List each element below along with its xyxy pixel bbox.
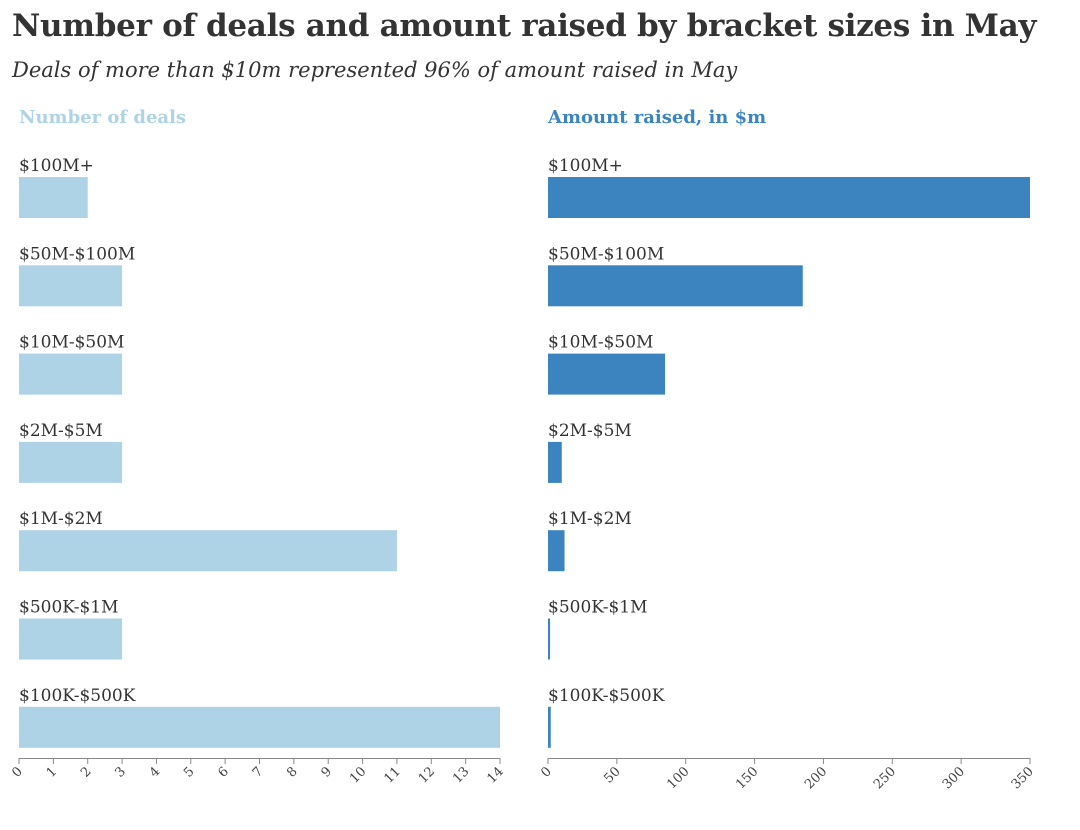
chart-subtitle: Deals of more than $10m represented 96% … (12, 58, 738, 82)
amount-category-label-5: $500K-$1M (548, 598, 648, 618)
deals-tick-label-13: 13 (450, 764, 472, 786)
amount-category-label-3: $2M-$5M (548, 421, 632, 441)
deals-bar-6 (19, 706, 500, 748)
amount-category-label-1: $50M-$100M (548, 244, 664, 264)
deals-category-label-5: $500K-$1M (19, 598, 119, 618)
deals-bar-5 (19, 618, 123, 660)
deals-category-label-4: $1M-$2M (19, 509, 103, 529)
deals-bar-1 (19, 265, 123, 307)
deals-tick-label-1: 1 (44, 764, 60, 780)
deals-tick-label-12: 12 (416, 764, 438, 786)
amount-tick-label-7: 350 (1009, 764, 1037, 792)
deals-tick-label-0: 0 (9, 764, 25, 780)
amount-bar-1 (548, 265, 803, 307)
amount-bar-2 (548, 353, 666, 395)
amount-tick-label-2: 100 (664, 764, 692, 792)
amount-bar-4 (548, 530, 565, 572)
amount-tick-label-1: 50 (601, 764, 623, 786)
deals-tick-label-7: 7 (250, 764, 266, 780)
amount-category-label-4: $1M-$2M (548, 509, 632, 529)
amount-tick-label-4: 200 (802, 764, 830, 792)
deals-bar-4 (19, 530, 397, 572)
deals-category-label-1: $50M-$100M (19, 244, 135, 264)
amount-bar-0 (548, 177, 1030, 218)
deals-panel-title: Number of deals (19, 107, 187, 128)
deals-tick-label-4: 4 (147, 764, 163, 780)
deals-tick-label-8: 8 (284, 764, 300, 780)
deals-tick-label-14: 14 (485, 764, 507, 786)
amount-tick-label-5: 250 (871, 764, 899, 792)
amount-tick-label-3: 150 (733, 764, 761, 792)
amount-tick-label-0: 0 (538, 764, 554, 780)
amount-category-label-0: $100M+ (548, 156, 623, 176)
deals-bar-2 (19, 353, 123, 395)
amount-category-label-6: $100K-$500K (548, 686, 665, 706)
deals-tick-label-11: 11 (381, 764, 403, 786)
deals-tick-label-10: 10 (347, 764, 369, 786)
amount-bar-6 (548, 706, 551, 748)
deals-category-label-2: $10M-$50M (19, 333, 124, 353)
deals-bar-0 (19, 177, 88, 218)
deals-tick-label-6: 6 (216, 764, 232, 780)
amount-panel-title: Amount raised, in $m (548, 107, 767, 128)
deals-category-label-0: $100M+ (19, 156, 94, 176)
deals-tick-label-9: 9 (319, 764, 335, 780)
amount-category-label-2: $10M-$50M (548, 333, 653, 353)
amount-bar-5 (548, 618, 551, 660)
deals-category-label-3: $2M-$5M (19, 421, 103, 441)
chart-title: Number of deals and amount raised by bra… (12, 8, 1037, 44)
deals-bar-3 (19, 441, 123, 483)
amount-tick-label-6: 300 (940, 764, 968, 792)
deals-tick-label-3: 3 (112, 764, 128, 780)
deals-tick-label-2: 2 (78, 764, 94, 780)
deals-category-label-6: $100K-$500K (19, 686, 136, 706)
deals-tick-label-5: 5 (181, 764, 197, 780)
amount-bar-3 (548, 441, 562, 483)
